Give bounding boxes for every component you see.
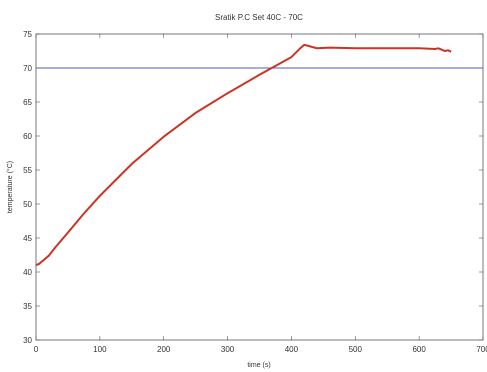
chart-title: Sratik P.C Set 40C - 70C	[215, 13, 303, 22]
y-tick-label: 45	[23, 234, 32, 243]
y-tick-label: 50	[23, 200, 32, 209]
y-tick-label: 65	[23, 98, 32, 107]
x-tick-label: 300	[221, 345, 235, 354]
series-group	[35, 43, 483, 267]
y-tick-label: 70	[23, 64, 32, 73]
y-axis-label: temperature (°C)	[6, 161, 14, 213]
y-tick-label: 35	[23, 302, 32, 311]
y-tick-label: 55	[23, 166, 32, 175]
x-axis-label: time (s)	[247, 362, 270, 369]
x-tick-label: 0	[34, 345, 39, 354]
y-tick-label: 30	[23, 336, 32, 345]
x-tick-label: 500	[349, 345, 363, 354]
y-tick-label: 60	[23, 132, 32, 141]
x-tick-label: 600	[412, 345, 426, 354]
temperature-line	[35, 43, 452, 267]
axis-ticks: 0 100 200 300 400 500 600 700 30 35 40 45 50 55 60 65 70…	[23, 30, 487, 354]
x-tick-label: 100	[93, 345, 107, 354]
x-tick-label: 400	[285, 345, 299, 354]
x-tick-label: 700	[476, 345, 487, 354]
y-tick-label: 75	[23, 30, 32, 39]
y-tick-label: 40	[23, 268, 32, 277]
plot-area	[35, 33, 484, 341]
x-tick-label: 200	[157, 345, 171, 354]
